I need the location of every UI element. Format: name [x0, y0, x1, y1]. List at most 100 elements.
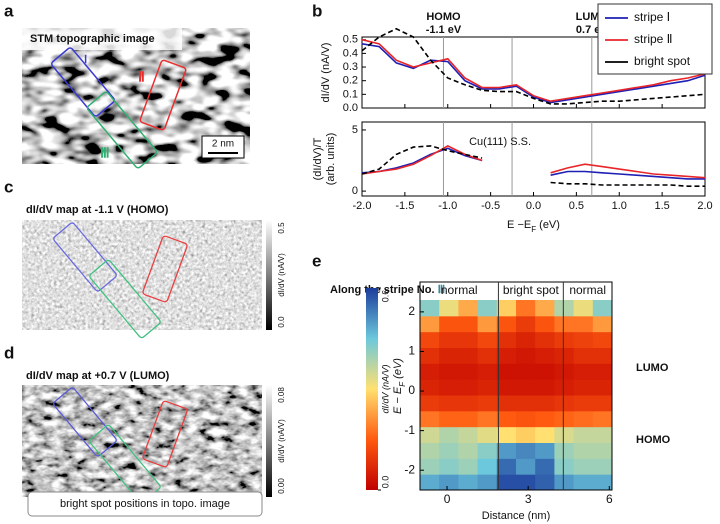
- stripe-label: Ⅰ: [84, 54, 87, 66]
- heatmap-cell: [554, 315, 575, 333]
- x-tick-label: -0.5: [481, 200, 500, 212]
- label-line: (dI/dV)/T: [312, 137, 324, 180]
- heatmap-cell: [477, 331, 498, 348]
- x-tick-label: 2.0: [697, 200, 712, 212]
- y-tick-label: 1: [408, 344, 415, 358]
- heatmap-cell: [420, 442, 440, 459]
- heatmap-cell: [439, 363, 459, 380]
- heatmap-cell: [592, 347, 613, 364]
- label-line: dI/dV (nA/V): [320, 43, 332, 103]
- legend-label: stripe Ⅰ: [634, 10, 670, 24]
- heatmap-cell: [516, 442, 536, 459]
- colorbar-label: dI/dV (nA/V): [380, 364, 390, 413]
- colorbar-max: 0.5: [277, 222, 286, 234]
- heatmap-cell: [496, 426, 517, 443]
- heatmap-cell: [516, 300, 536, 317]
- heatmap-cell: [516, 395, 536, 412]
- heatmap-cell: [458, 395, 479, 412]
- heatmap-cell: [496, 315, 517, 333]
- region-label: normal: [441, 283, 478, 297]
- heatmap-cell: [573, 347, 594, 364]
- heatmap-cell: [592, 331, 613, 348]
- series-line: [361, 27, 706, 105]
- heatmap-cell: [420, 426, 440, 443]
- heatmap-cell: [439, 300, 459, 317]
- heatmap-cell: [458, 300, 479, 317]
- heatmap-cell: [496, 347, 517, 364]
- heatmap-cell: [496, 363, 517, 380]
- x-tick-label: -1.0: [438, 200, 457, 212]
- heatmap-cell: [439, 315, 459, 333]
- heatmap-cell: [439, 395, 459, 412]
- label-part: (eV): [536, 219, 560, 231]
- heatmap-cell: [535, 300, 555, 317]
- heatmap-cell: [420, 315, 440, 333]
- heatmap-cell: [573, 379, 594, 396]
- heatmap-cell: [554, 363, 575, 380]
- heatmap-cell: [458, 426, 479, 443]
- heatmap-cell: [458, 442, 479, 459]
- image-title: STM topographic image: [30, 33, 155, 45]
- heatmap-cell: [592, 442, 613, 459]
- heatmap-cell: [554, 474, 575, 491]
- series-line: [361, 145, 705, 187]
- heatmap-cell: [458, 347, 479, 364]
- heatmap-cell: [496, 331, 517, 348]
- heatmap-cell: [535, 474, 555, 491]
- heatmap-cell: [592, 474, 613, 491]
- heatmap-cell: [420, 395, 440, 412]
- heatmap-cell: [496, 300, 517, 317]
- colorbar-label: dI/dV (nA/V): [277, 253, 286, 297]
- colorbar: [366, 288, 378, 490]
- panel-label: e: [312, 251, 321, 270]
- x-tick-label: 1.0: [612, 200, 627, 212]
- heatmap-cell: [458, 331, 479, 348]
- heatmap-cell: [554, 395, 575, 412]
- heatmap-cell: [439, 379, 459, 396]
- heatmap-cell: [439, 474, 459, 491]
- colorbar-min: 0.00: [277, 478, 286, 494]
- heatmap-cell: [439, 442, 459, 459]
- heatmap-cell: [573, 410, 594, 428]
- colorbar-tick-label: 0.6: [380, 290, 390, 303]
- stripe-box: [86, 91, 158, 169]
- heatmap-cell: [573, 363, 594, 380]
- scale-label: 2 nm: [212, 139, 234, 150]
- heatmap-cell: [477, 458, 498, 475]
- heatmap-cell: [420, 363, 440, 380]
- heatmap-cell: [592, 379, 613, 396]
- heatmap-cell: [535, 442, 555, 459]
- heatmap-cell: [420, 379, 440, 396]
- side-label: HOMO: [636, 434, 671, 446]
- heatmap-cell: [535, 347, 555, 364]
- heatmap-cell: [592, 426, 613, 443]
- stripe-box: [142, 400, 188, 468]
- y-tick-label: 0.2: [343, 75, 358, 87]
- heatmap-cell: [554, 410, 575, 428]
- heatmap-cell: [477, 410, 498, 428]
- heatmap-cell: [516, 331, 536, 348]
- heatmap-cell: [496, 474, 517, 491]
- image-title: dI/dV map at -1.1 V (HOMO): [26, 204, 169, 216]
- heatmap-cell: [477, 474, 498, 491]
- colorbar-max: 0.08: [277, 387, 286, 403]
- plot-frame: [419, 281, 613, 491]
- x-tick-label: -1.5: [395, 200, 414, 212]
- heatmap-cell: [592, 458, 613, 475]
- heatmap-cell: [477, 379, 498, 396]
- heatmap-cell: [439, 426, 459, 443]
- side-label: LUMO: [636, 362, 669, 374]
- heatmap-cell: [592, 300, 613, 317]
- colorbar: [266, 385, 272, 497]
- image-title: dI/dV map at +0.7 V (LUMO): [26, 370, 170, 382]
- heatmap-cell: [535, 363, 555, 380]
- panel-label: d: [4, 343, 14, 362]
- annotation: -1.1 eV: [426, 24, 462, 36]
- label-part: E − E: [392, 386, 404, 414]
- label-line: (arb. units): [325, 133, 337, 186]
- panel-label: c: [4, 177, 13, 196]
- label-part: E −E: [507, 219, 531, 231]
- heatmap-cell: [439, 331, 459, 348]
- heatmap-cell: [535, 315, 555, 333]
- heatmap-cell: [573, 315, 594, 333]
